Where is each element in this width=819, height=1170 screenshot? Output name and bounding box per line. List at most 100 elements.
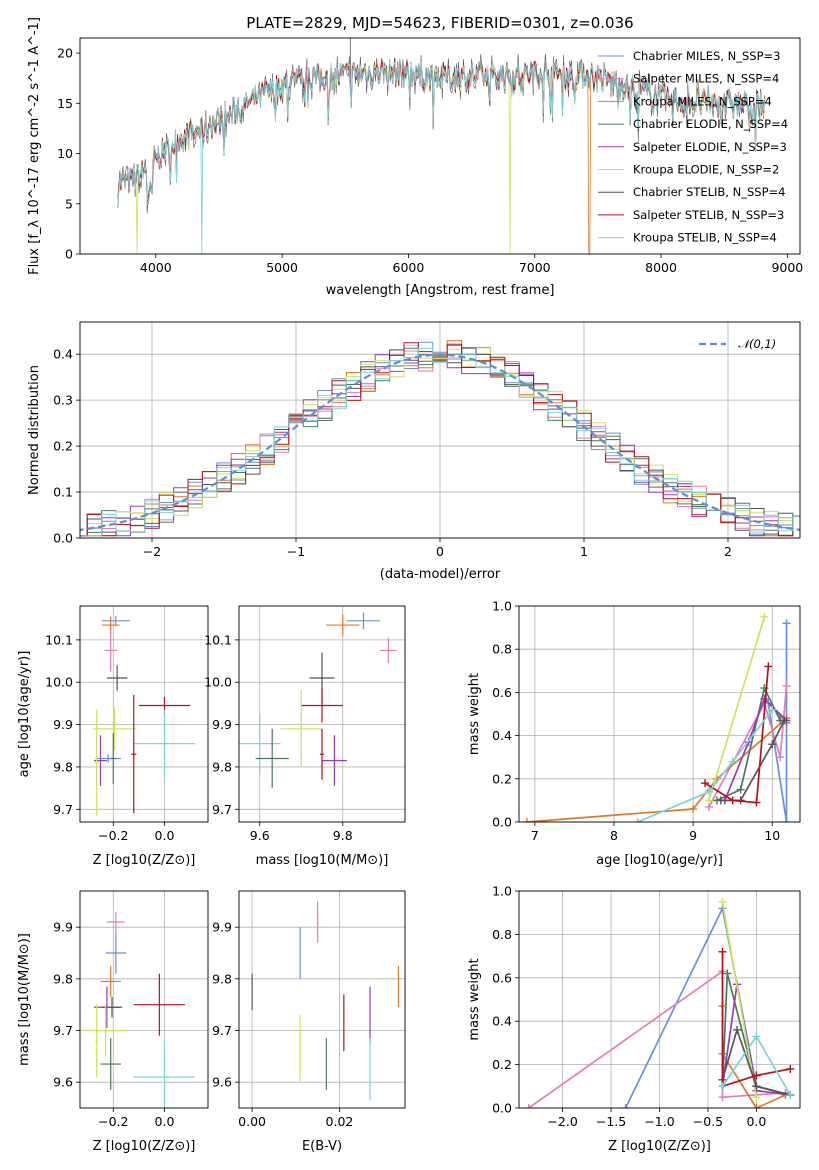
y-tick-label: 10.0: [204, 675, 232, 690]
legend-label: Salpeter MILES, N_SSP=4: [633, 72, 779, 86]
histogram-series-8: [80, 347, 800, 537]
spectrum-series-8: [117, 58, 765, 254]
y-tick-label: 9.9: [212, 717, 232, 732]
weight-lines: [524, 897, 795, 1108]
y-axis-label: mass weight: [467, 673, 482, 755]
weight-series-5: [721, 901, 758, 1098]
x-tick-label: 0.0: [155, 828, 175, 843]
x-tick-label: 7: [531, 828, 539, 843]
y-tick-label: 20: [57, 46, 73, 61]
x-axis-label: wavelength [Angstrom, rest frame]: [326, 283, 555, 298]
x-axis-label: mass [log10(M/M⊙)]: [256, 853, 389, 868]
axes-frame: [518, 605, 801, 823]
y-tick-label: 0.2: [492, 771, 512, 786]
axes-frame: [79, 37, 801, 255]
x-tick-label: 7000: [519, 260, 551, 275]
axes-7: −2.0 −1.5 −1.0 −0.5 0.0 0.0 0.2 0.4 0.6 0.8 1.0: [492, 884, 800, 1129]
axes-1: −2 −1 0 1 2 0.0 0.1 0.2 0.3 0.4: [53, 322, 800, 559]
y-tick-label: 9.9: [212, 920, 232, 935]
x-axis-label: Z [log10(Z/Z⊙)]: [93, 1139, 196, 1154]
y-tick-label: 0.6: [492, 970, 512, 985]
axes-frame: [79, 605, 209, 823]
y-tick-label: 0.4: [53, 347, 73, 362]
x-tick-label: 10: [764, 828, 780, 843]
y-tick-label: 0.0: [53, 531, 73, 546]
x-tick-label: 9.6: [250, 828, 270, 843]
histogram-series-7: [80, 342, 800, 537]
axes-2: −0.2 0.0 9.7 9.8 9.9 10.0 10.1: [45, 606, 208, 843]
y-tick-label: 0.3: [53, 393, 73, 408]
y-tick-label: 1.0: [492, 884, 512, 899]
y-tick-label: 0.4: [492, 1014, 512, 1029]
weight-series-8: [637, 709, 773, 822]
histogram-series-6: [80, 347, 800, 537]
y-tick-label: 5: [65, 196, 73, 211]
axes-frame: [518, 890, 801, 1109]
x-tick-label: −1: [287, 544, 305, 559]
y-tick-label: 10.1: [204, 632, 232, 647]
y-tick-label: 9.7: [53, 1023, 73, 1038]
x-tick-label: −2: [143, 544, 161, 559]
spectrum-lines: [117, 38, 765, 254]
y-tick-label: 9.9: [53, 717, 73, 732]
x-tick-label: 8000: [645, 260, 677, 275]
x-tick-label: 0.02: [326, 1114, 354, 1129]
y-tick-label: 10.1: [45, 632, 73, 647]
legend-label: Chabrier ELODIE, N_SSP=4: [633, 117, 788, 131]
y-axis-label: Normed distribution: [27, 365, 42, 495]
x-tick-label: −0.2: [98, 1114, 128, 1129]
axes-frame: [238, 890, 406, 1109]
y-tick-label: 9.7: [212, 802, 232, 817]
legend-label: Kroupa MILES, N_SSP=4: [633, 94, 772, 108]
y-axis-label: age [log10(age/yr)]: [17, 651, 32, 778]
x-tick-label: −0.2: [98, 828, 128, 843]
weight-series-5: [708, 616, 766, 801]
x-tick-label: 0.00: [238, 1114, 266, 1129]
histogram-series-5: [80, 345, 800, 537]
axes-4: 7 8 9 10 0.0 0.2 0.4 0.6 0.8 1.0: [492, 599, 800, 843]
y-tick-label: 10.0: [45, 675, 73, 690]
x-axis-label: Z [log10(Z/Z⊙)]: [608, 1139, 711, 1154]
errorbars: [85, 911, 196, 1108]
y-tick-label: 0.1: [53, 485, 73, 500]
x-tick-label: 1: [580, 544, 588, 559]
weight-series-7: [721, 951, 791, 1088]
y-tick-label: 0.0: [492, 815, 512, 830]
y-tick-label: 9.6: [53, 1075, 73, 1090]
x-axis-label: Z [log10(Z/Z⊙)]: [93, 853, 196, 868]
axes-frame: [79, 890, 209, 1109]
y-tick-label: 9.8: [53, 971, 73, 986]
x-tick-label: 6000: [393, 260, 425, 275]
x-tick-label: 0.0: [155, 1114, 175, 1129]
y-axis-label: mass weight: [467, 958, 482, 1040]
legend-label: Kroupa ELODIE, N_SSP=2: [633, 163, 779, 177]
y-tick-label: 9.7: [53, 802, 73, 817]
y-tick-label: 0: [65, 247, 73, 262]
y-tick-label: 9.8: [212, 759, 232, 774]
legend-label: 𝒩(0,1): [738, 337, 776, 351]
legend-label: Salpeter ELODIE, N_SSP=3: [633, 140, 787, 154]
y-tick-label: 10: [57, 146, 73, 161]
axes-5: −0.2 0.0 9.6 9.7 9.8 9.9: [53, 891, 208, 1129]
y-tick-label: 9.8: [212, 971, 232, 986]
errorbars: [92, 615, 196, 816]
x-axis-label: age [log10(age/yr)]: [596, 853, 723, 868]
y-tick-label: 9.9: [53, 920, 73, 935]
legend-label: Salpeter STELIB, N_SSP=3: [633, 208, 784, 222]
y-axis-label: mass [log10(M/M⊙)]: [17, 933, 32, 1066]
x-tick-label: 9000: [771, 260, 803, 275]
chart-title: PLATE=2829, MJD=54623, FIBERID=0301, z=0…: [246, 14, 633, 32]
y-tick-label: 9.6: [212, 1075, 232, 1090]
x-axis-label: E(B-V): [302, 1139, 342, 1154]
axes-6: 0.00 0.02 9.6 9.7 9.8 9.9: [212, 891, 405, 1129]
axes-3: 9.6 9.8 9.7 9.8 9.9 10.0 10.1: [204, 606, 405, 843]
x-axis-label: (data-model)/error: [380, 567, 501, 582]
y-tick-label: 0.2: [492, 1057, 512, 1072]
axes-frame: [238, 605, 406, 823]
y-tick-label: 1.0: [492, 599, 512, 614]
axes-frame: [79, 321, 801, 539]
x-tick-label: 0: [436, 544, 444, 559]
legend: Chabrier MILES, N_SSP=3 Salpeter MILES, N…: [598, 49, 788, 245]
errorbars: [251, 901, 400, 1101]
